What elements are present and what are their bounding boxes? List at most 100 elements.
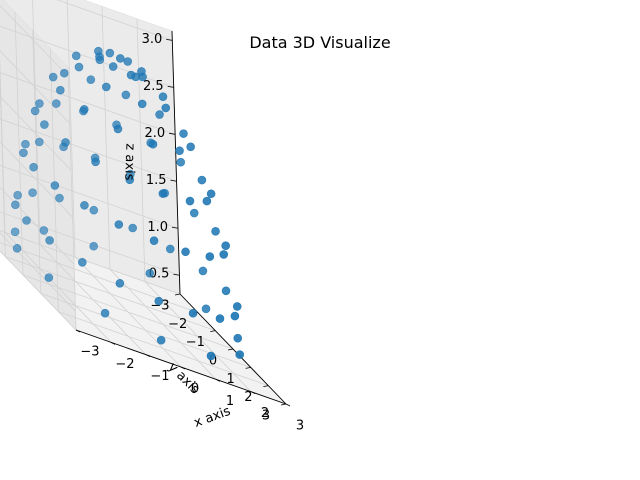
grid-line xyxy=(0,4,69,77)
data-point xyxy=(44,273,54,282)
data-point xyxy=(115,278,125,288)
data-point xyxy=(181,247,190,257)
data-point xyxy=(179,129,188,138)
grid-line xyxy=(40,292,251,368)
data-point xyxy=(176,157,186,167)
data-point xyxy=(22,216,31,225)
tick-mark xyxy=(245,366,251,369)
grid-line xyxy=(56,0,173,41)
grid-line xyxy=(58,311,269,387)
tick-mark xyxy=(170,179,177,182)
data-point xyxy=(86,75,96,84)
grid-line xyxy=(0,230,181,295)
data-point xyxy=(78,258,87,267)
y-tick-label: 0 xyxy=(209,354,217,369)
tick-mark xyxy=(227,348,234,351)
data-point xyxy=(158,189,168,198)
data-point xyxy=(13,190,22,200)
data-point xyxy=(221,286,231,296)
axis-lines xyxy=(75,30,291,407)
data-point xyxy=(235,350,245,359)
data-point xyxy=(100,308,110,318)
tick-mark xyxy=(75,329,81,333)
data-point xyxy=(10,227,20,237)
grid-line xyxy=(0,72,176,135)
data-point xyxy=(137,99,147,109)
data-point xyxy=(165,244,175,254)
grid-line xyxy=(0,211,180,276)
grid-line xyxy=(0,165,179,229)
z-axis-line xyxy=(171,30,181,295)
data-point xyxy=(50,181,60,190)
data-point xyxy=(161,103,171,113)
data-point xyxy=(206,189,216,199)
data-point xyxy=(186,142,195,152)
grid-line xyxy=(0,68,6,257)
tick-mark xyxy=(145,354,151,358)
data-point xyxy=(115,54,125,63)
data-point xyxy=(219,250,229,259)
y-tick-label: −1 xyxy=(186,335,205,350)
data-point xyxy=(233,333,243,343)
data-point xyxy=(61,138,70,147)
data-point xyxy=(89,241,98,251)
z-axis-label: z axis xyxy=(121,143,137,181)
tick-mark xyxy=(167,85,174,88)
x-tick-label: 2 xyxy=(261,406,269,421)
data-point xyxy=(175,146,184,155)
data-point xyxy=(149,236,159,245)
z-tick-label: 1.0 xyxy=(147,220,168,235)
data-point xyxy=(202,196,212,206)
data-point xyxy=(155,110,164,119)
grid-line xyxy=(0,95,72,171)
data-point xyxy=(95,52,104,61)
data-point xyxy=(108,62,118,71)
tick-mark xyxy=(263,385,269,388)
data-point xyxy=(19,148,28,158)
data-point xyxy=(125,175,135,185)
grid-line xyxy=(67,66,77,331)
x-tick-label: 1 xyxy=(226,394,234,409)
data-point xyxy=(205,252,215,261)
data-point xyxy=(56,85,65,95)
z-tick-label: 0.5 xyxy=(149,267,170,282)
tick-mark xyxy=(250,391,256,395)
data-point xyxy=(11,200,20,210)
data-point xyxy=(123,57,133,66)
grid-line xyxy=(136,18,146,282)
grid-line xyxy=(101,6,111,270)
data-point xyxy=(40,120,49,129)
y-tick-label: 2 xyxy=(244,390,252,405)
grid-line xyxy=(0,186,75,265)
x-tick-label: 0 xyxy=(191,382,199,397)
data-point xyxy=(71,51,81,61)
data-point xyxy=(201,304,211,314)
data-point xyxy=(35,99,44,108)
data-point xyxy=(128,223,137,233)
data-point xyxy=(35,137,44,147)
tick-mark xyxy=(110,341,116,345)
x-tick-label: −1 xyxy=(150,369,169,384)
data-point xyxy=(28,188,37,198)
tick-mark xyxy=(174,293,181,296)
data-point xyxy=(185,196,195,206)
z-tick-label: 2.0 xyxy=(144,126,165,141)
grid-line xyxy=(0,54,6,233)
x-tick-label: −3 xyxy=(80,345,99,360)
data-point xyxy=(211,227,220,236)
data-point xyxy=(91,157,100,167)
data-point xyxy=(12,243,22,253)
tick-mark xyxy=(285,403,291,407)
grid-line xyxy=(0,232,76,312)
data-point xyxy=(138,72,147,82)
tick-mark xyxy=(173,273,180,276)
data-point xyxy=(154,296,164,306)
tick-mark xyxy=(210,330,216,333)
data-point xyxy=(188,308,198,318)
data-point xyxy=(114,220,124,229)
data-point xyxy=(80,201,89,210)
data-point xyxy=(198,266,208,276)
